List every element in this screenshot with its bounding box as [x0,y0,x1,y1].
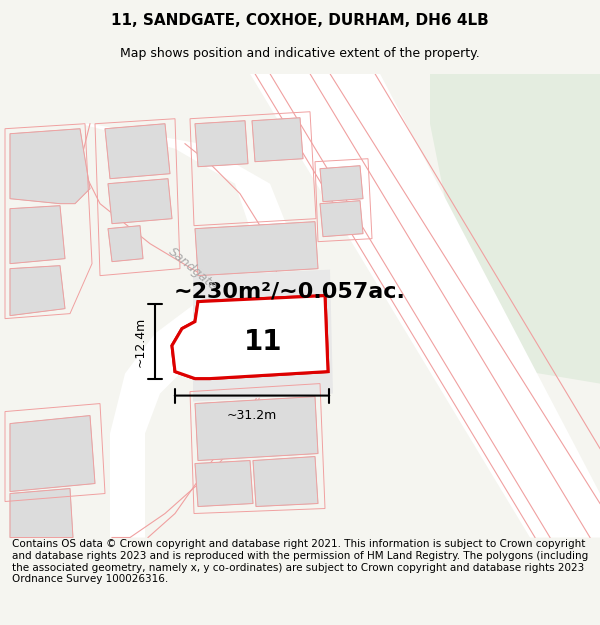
Polygon shape [10,129,90,204]
Polygon shape [10,489,73,538]
Text: 11: 11 [244,328,282,356]
Polygon shape [108,179,172,224]
Polygon shape [172,296,328,379]
Polygon shape [193,269,333,402]
Polygon shape [195,222,318,276]
Text: ~230m²/~0.057ac.: ~230m²/~0.057ac. [174,282,406,302]
Text: Contains OS data © Crown copyright and database right 2021. This information is : Contains OS data © Crown copyright and d… [12,539,588,584]
Text: ~31.2m: ~31.2m [227,409,277,422]
Polygon shape [195,121,248,167]
Polygon shape [10,266,65,316]
Polygon shape [252,118,303,162]
Polygon shape [253,456,318,506]
Polygon shape [10,206,65,264]
Polygon shape [195,397,318,461]
Text: Map shows position and indicative extent of the property.: Map shows position and indicative extent… [120,47,480,59]
Polygon shape [172,296,328,379]
Polygon shape [430,74,600,384]
Polygon shape [195,461,253,506]
Polygon shape [105,124,170,179]
Polygon shape [80,124,290,538]
Polygon shape [10,416,95,491]
Polygon shape [250,74,600,538]
Polygon shape [108,226,143,262]
Text: ~12.4m: ~12.4m [134,316,147,367]
Text: Sandgate: Sandgate [166,244,220,292]
Polygon shape [320,201,363,237]
Text: 11, SANDGATE, COXHOE, DURHAM, DH6 4LB: 11, SANDGATE, COXHOE, DURHAM, DH6 4LB [111,13,489,28]
Polygon shape [320,166,363,202]
